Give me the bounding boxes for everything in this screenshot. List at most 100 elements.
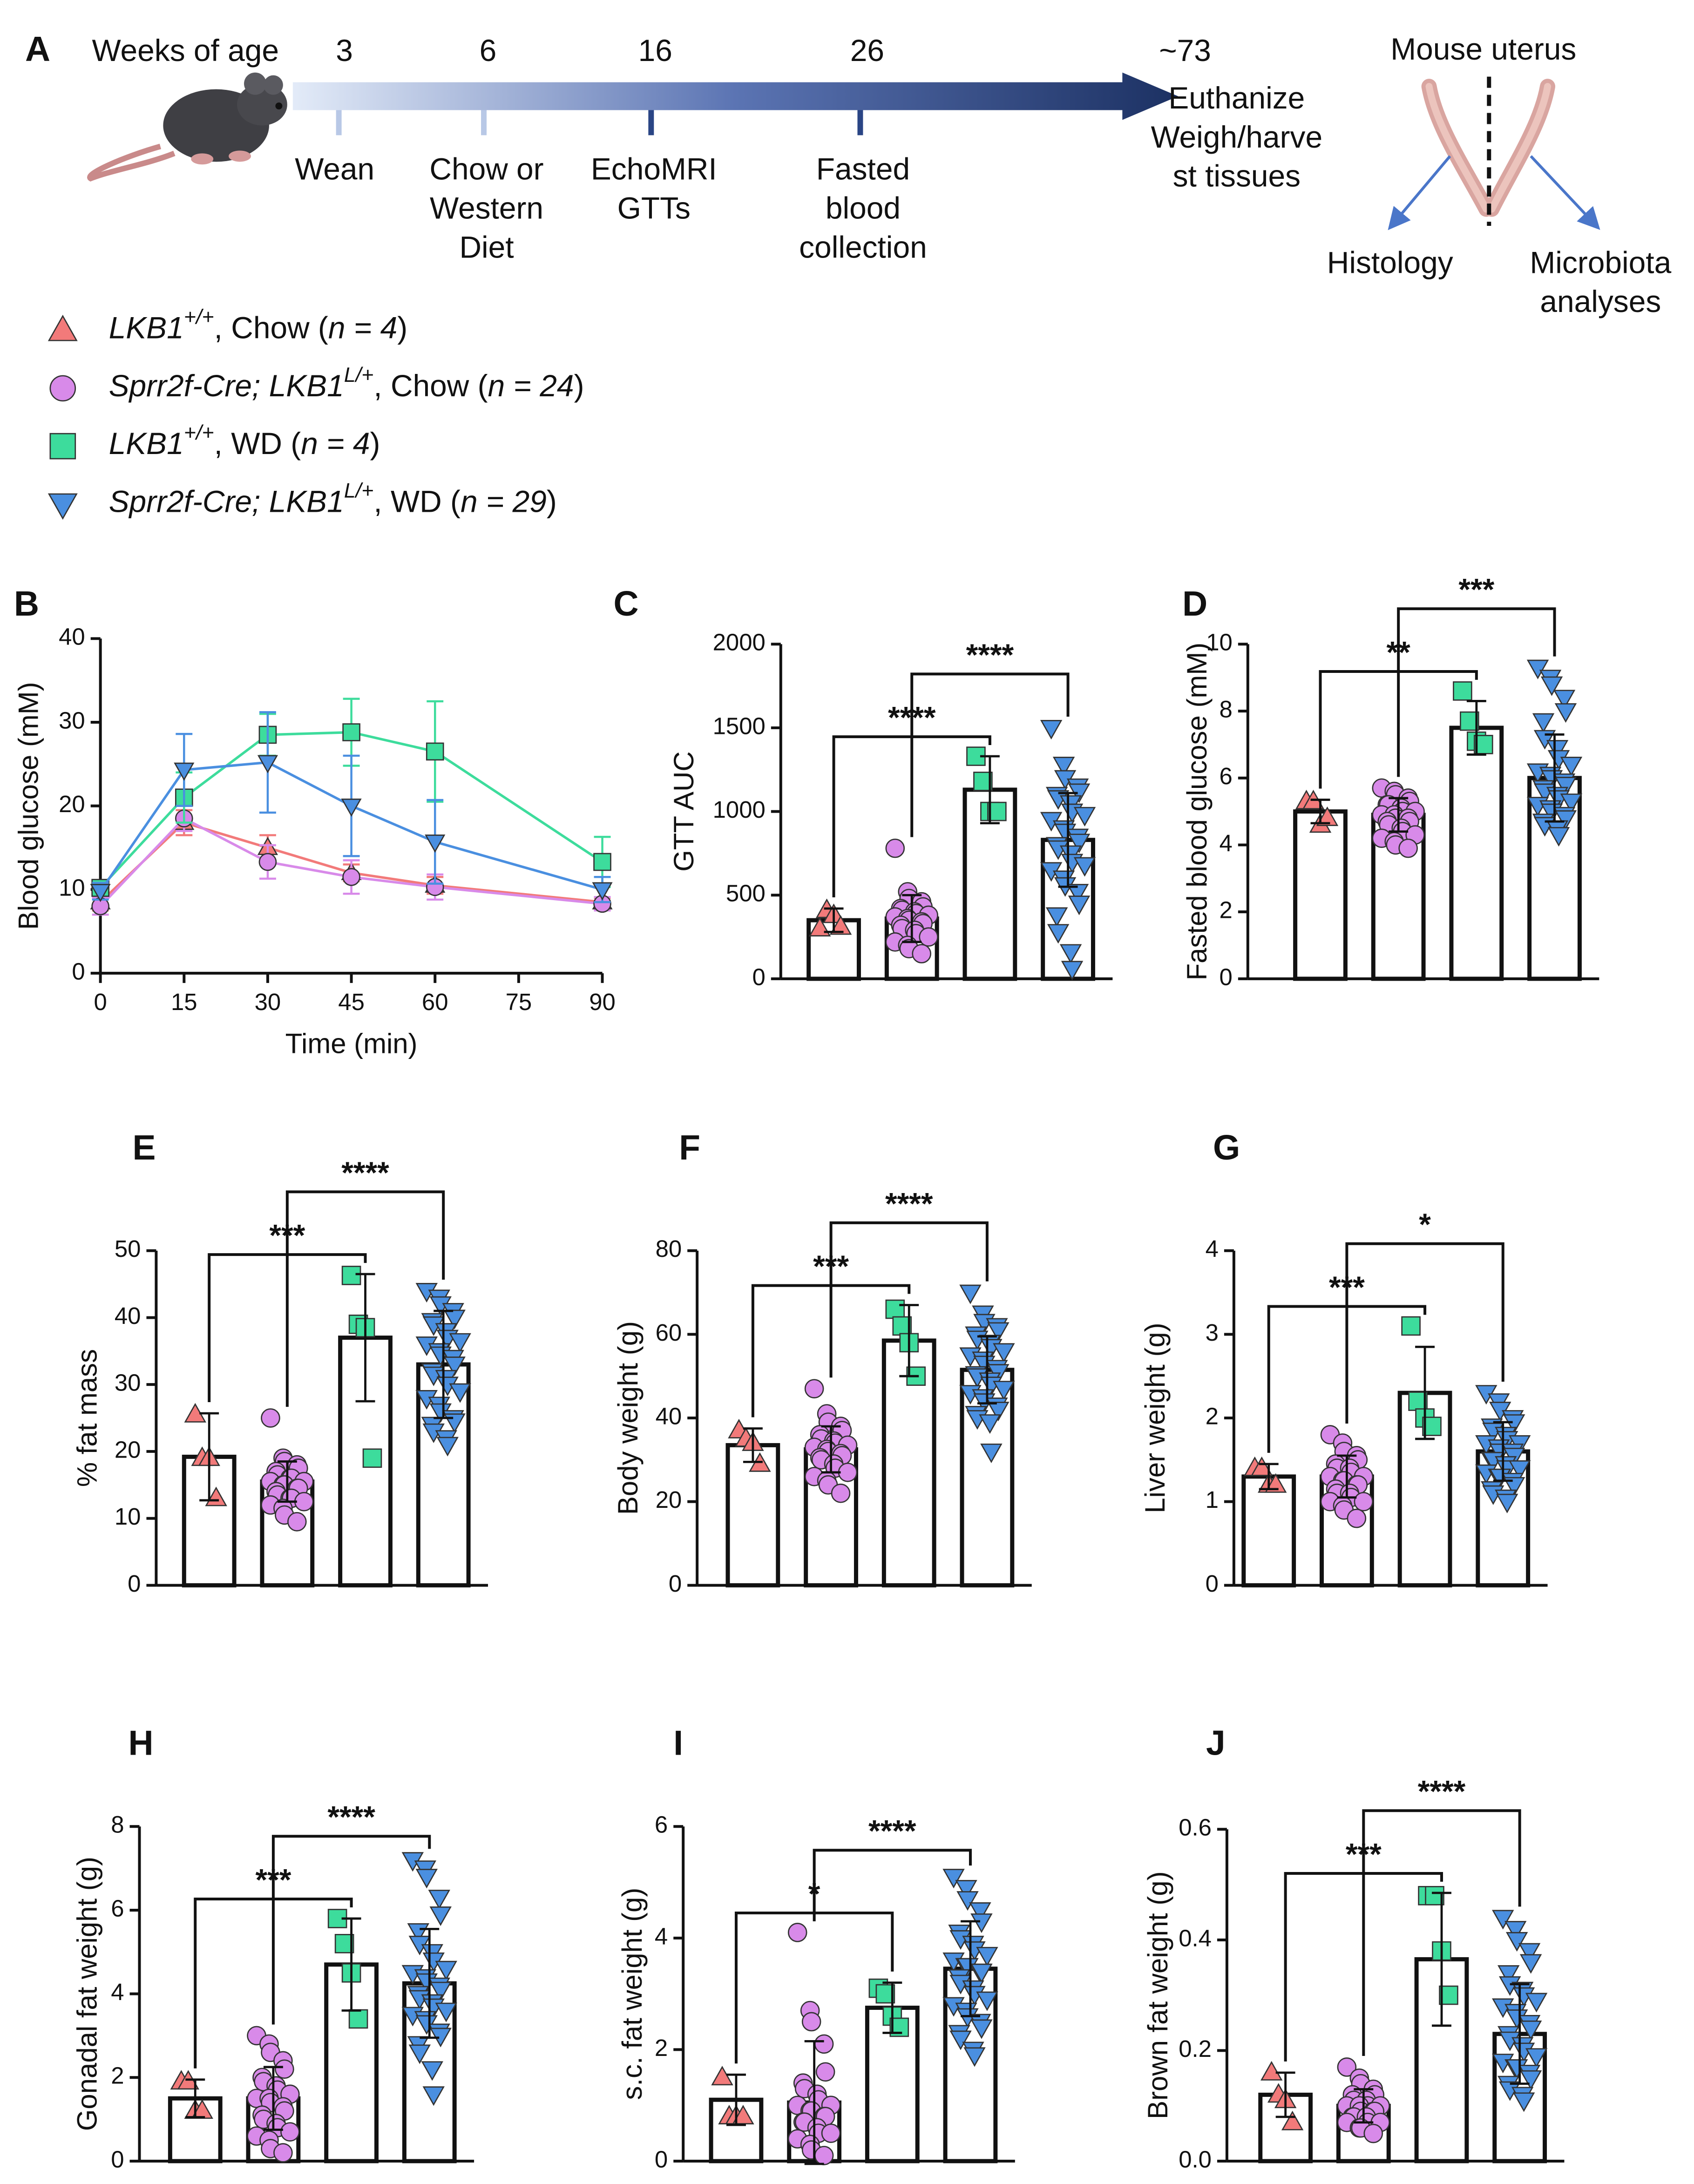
error-bar <box>1310 799 1330 825</box>
y-tick-label: 4 <box>1206 1235 1219 1262</box>
error-bar <box>821 1425 841 1474</box>
significance-bracket <box>813 1849 972 1921</box>
point <box>436 1437 459 1457</box>
point <box>949 2030 972 2050</box>
point <box>1504 1921 1527 1941</box>
point <box>1347 1508 1367 1528</box>
point <box>1073 857 1096 877</box>
point <box>1047 924 1070 944</box>
event-label: blood <box>826 191 901 225</box>
y-tick-label: 6 <box>655 1811 668 1838</box>
point <box>831 1483 851 1503</box>
point <box>408 2044 431 2064</box>
point <box>959 1284 982 1304</box>
point <box>1503 1414 1525 1434</box>
uterus-icon <box>1388 76 1600 231</box>
point <box>993 1343 1015 1363</box>
event-label: Chow or <box>429 152 543 186</box>
y-tick-label: 0.0 <box>1179 2146 1212 2172</box>
point <box>1045 907 1068 927</box>
point <box>1532 713 1555 733</box>
error-bar <box>961 1920 980 2017</box>
y-tick-label: 4 <box>111 1979 124 2005</box>
point <box>1492 1910 1514 1930</box>
panel-letter: D <box>1182 584 1207 623</box>
error-bar <box>726 2073 746 2126</box>
error-bar <box>804 2040 824 2165</box>
point <box>732 2104 754 2125</box>
error-bar <box>902 894 922 943</box>
point <box>821 2123 841 2143</box>
significance-label: **** <box>885 1186 933 1221</box>
point <box>1354 1492 1374 1512</box>
y-tick-label: 40 <box>656 1403 682 1429</box>
significance-bracket <box>1362 1809 1521 2056</box>
point <box>976 1947 998 1967</box>
point <box>801 2012 821 2032</box>
legend-part: , WD ( <box>214 427 301 461</box>
point <box>1040 720 1063 740</box>
event-label: EchoMRI <box>591 152 717 186</box>
y-tick-label: 2000 <box>713 629 766 656</box>
point <box>787 1923 807 1942</box>
point <box>1525 2048 1548 2068</box>
error-bar <box>341 1917 361 2012</box>
point <box>993 1381 1015 1401</box>
error-bar <box>1545 733 1565 823</box>
series-line <box>99 731 603 889</box>
point <box>1052 757 1075 777</box>
bar <box>1449 726 1504 981</box>
point <box>1073 807 1096 827</box>
x-tick-label: 45 <box>338 989 365 1015</box>
y-tick-label: 2 <box>655 2035 668 2061</box>
legend-label: LKB1+/+, Chow (n = 4) <box>109 305 408 345</box>
event-label: Western <box>430 191 543 225</box>
point <box>294 1492 314 1512</box>
significance-bracket <box>1345 1242 1504 1424</box>
point <box>1281 2110 1304 2130</box>
y-axis-label: Fasted blood glucose (mM) <box>1181 643 1213 980</box>
point <box>1363 2123 1383 2143</box>
significance-label: **** <box>966 638 1014 672</box>
point <box>956 1891 979 1911</box>
significance-label: **** <box>341 1155 389 1190</box>
point <box>711 2066 733 2086</box>
error-bar <box>1389 797 1409 833</box>
error-bar <box>277 1460 297 1503</box>
significance-label: * <box>1419 1207 1431 1241</box>
y-tick-label: 0 <box>72 958 85 984</box>
event-label: collection <box>799 230 927 264</box>
legend-label: Sprr2f-Cre; LKB1L/+, WD (n = 29) <box>109 479 557 519</box>
panel-letter: J <box>1206 1723 1226 1762</box>
point <box>815 2062 835 2082</box>
significance-bracket <box>1397 607 1556 777</box>
point <box>593 853 611 871</box>
y-axis-label: % fat mass <box>72 1349 103 1487</box>
legend-part: Sprr2f-Cre; LKB1 <box>109 484 344 519</box>
point <box>1526 659 1549 679</box>
y-tick-label: 50 <box>115 1235 141 1262</box>
point <box>976 1991 998 2011</box>
legend-marker <box>47 314 78 341</box>
error-bar <box>355 1273 375 1403</box>
point <box>429 1981 452 2001</box>
point <box>429 1906 452 1926</box>
panel-letter: C <box>613 584 638 623</box>
error-bar <box>824 907 844 933</box>
point <box>969 1902 991 1922</box>
legend-marker <box>49 433 76 460</box>
significance-label: **** <box>868 1814 916 1848</box>
y-tick-label: 30 <box>59 707 85 733</box>
error-bar <box>1466 700 1486 756</box>
error-bar <box>882 1981 902 2034</box>
legend-part: L/+ <box>344 363 374 387</box>
y-tick-label: 8 <box>111 1811 124 1838</box>
point <box>1453 681 1472 701</box>
error-bar <box>1275 2071 1295 2118</box>
x-tick-label: 30 <box>255 989 281 1015</box>
point <box>912 944 931 963</box>
significance-label: **** <box>1418 1774 1466 1809</box>
point <box>421 2061 443 2081</box>
point <box>1068 834 1091 854</box>
point <box>838 1462 858 1482</box>
